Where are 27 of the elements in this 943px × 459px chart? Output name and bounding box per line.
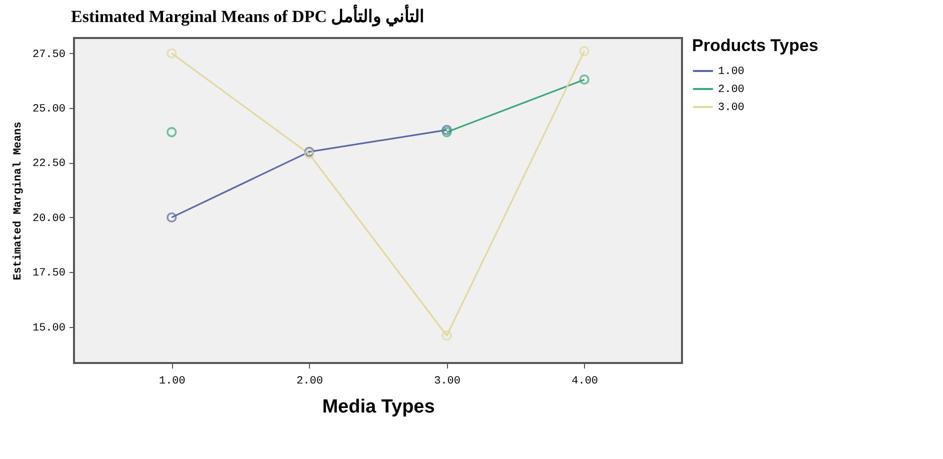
y-tick-label: 15.00 [32,322,66,334]
x-tick-label: 1.00 [158,376,186,388]
y-tick-label: 20.00 [32,212,66,225]
point [442,124,452,135]
x-tick-label: 2.00 [296,376,323,388]
x-tick-label: 4.00 [572,376,598,388]
point [166,127,177,138]
point [166,212,177,223]
y-tick-label: 25.00 [32,104,66,116]
legend-label: 2.00 [718,84,744,96]
x-tick-label: 3.00 [434,376,460,388]
point [166,48,177,58]
point [442,127,452,138]
y-tick-label: 27.50 [32,48,66,61]
point [579,46,590,56]
point [442,330,452,341]
point [304,148,314,160]
legend-label: 1.00 [718,66,744,78]
y-axis-title: Estimated Marginal Means [12,122,24,280]
legend-label: 3.00 [718,102,744,114]
legend-title: Products Types [692,36,818,55]
x-axis-title: Media Types [322,396,435,418]
point [304,146,314,157]
chart-title: Estimated Marginal Means of DPC التأني والتأمل [70,3,424,27]
y-tick-label: 17.50 [32,268,66,280]
point [579,74,590,85]
y-tick-label: 22.50 [32,158,66,170]
